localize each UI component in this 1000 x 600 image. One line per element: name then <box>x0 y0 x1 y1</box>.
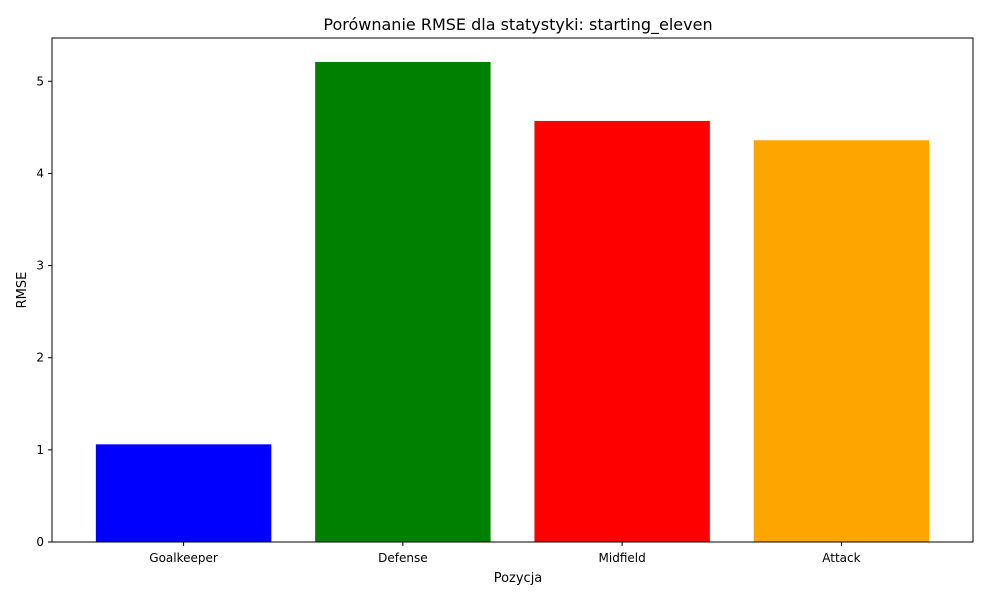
bar-goalkeeper <box>95 444 272 542</box>
x-tick-label: Goalkeeper <box>149 551 218 565</box>
x-tick-label: Defense <box>378 551 427 565</box>
y-tick-label: 4 <box>36 166 44 180</box>
x-tick-label: Attack <box>822 551 860 565</box>
bar-defense <box>315 61 491 543</box>
x-ticks-group: Goalkeeper Defense Midfield Attack <box>149 542 861 565</box>
y-tick-label: 2 <box>36 351 44 365</box>
chart-title: Porównanie RMSE dla statystyki: starting… <box>323 15 712 35</box>
bar-attack <box>753 140 930 542</box>
y-tick-label: 1 <box>36 443 44 457</box>
x-axis-label: Pozycja <box>494 571 543 586</box>
y-tick-label: 5 <box>36 74 44 88</box>
y-ticks-group: 0 1 2 3 4 5 <box>36 74 52 549</box>
x-tick-label: Midfield <box>599 551 646 565</box>
bars-group <box>95 61 930 543</box>
bar-midfield <box>534 120 710 542</box>
plot-frame <box>51 37 974 543</box>
y-tick-label: 3 <box>36 259 44 273</box>
y-tick-label: 0 <box>36 535 44 549</box>
y-axis-label: RMSE <box>15 272 30 309</box>
